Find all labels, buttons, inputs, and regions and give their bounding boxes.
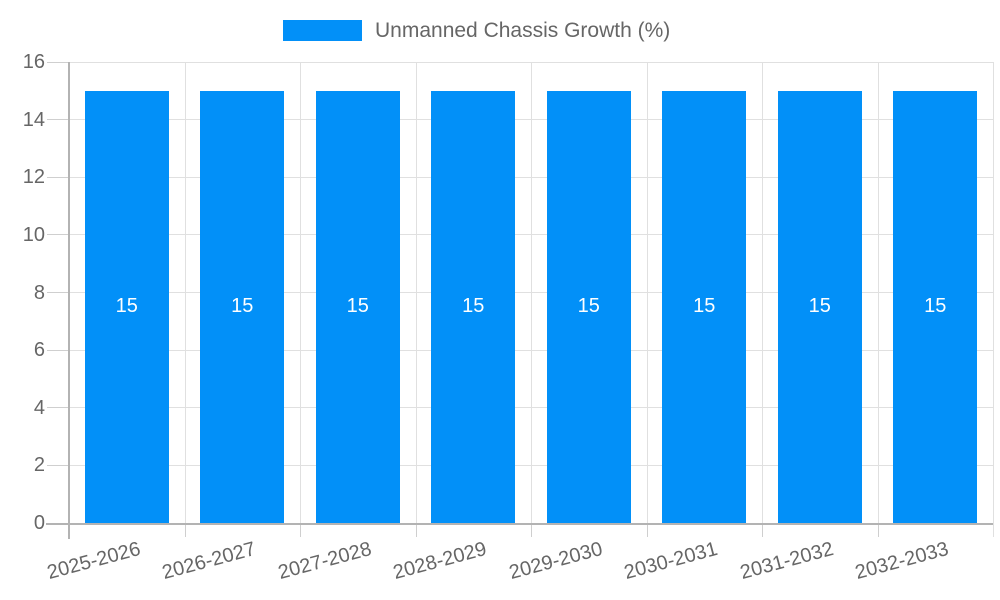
y-tick xyxy=(47,349,69,351)
y-tick xyxy=(47,464,69,466)
x-gridline xyxy=(646,62,648,523)
x-tick xyxy=(762,523,763,537)
x-tick xyxy=(877,523,879,537)
x-tick xyxy=(184,523,186,537)
y-axis-label: 14 xyxy=(22,108,45,131)
chart-legend[interactable]: Unmanned Chassis Growth (%) xyxy=(283,19,670,42)
y-axis-label: 16 xyxy=(22,51,45,73)
x-gridline xyxy=(184,62,186,523)
y-tick xyxy=(47,407,69,409)
y-tick xyxy=(47,176,69,178)
y-axis-line xyxy=(68,62,70,539)
x-gridline xyxy=(300,62,301,523)
x-tick xyxy=(415,523,417,537)
bar-value-label: 15 xyxy=(577,294,600,317)
bar[interactable]: 15 xyxy=(893,90,978,523)
y-tick xyxy=(47,234,69,236)
y-axis-label: 12 xyxy=(22,166,45,189)
x-gridline xyxy=(531,62,532,523)
bar-value-label: 15 xyxy=(808,294,831,317)
x-tick xyxy=(531,523,532,537)
y-axis-label: 2 xyxy=(33,454,45,477)
y-tick xyxy=(47,119,69,121)
y-axis-label: 0 xyxy=(33,512,45,534)
bar-value-label: 15 xyxy=(924,294,947,317)
bar-value-label: 15 xyxy=(462,294,485,317)
bar[interactable]: 15 xyxy=(200,90,285,523)
x-gridline xyxy=(762,62,763,523)
y-tick xyxy=(47,292,69,293)
y-axis-label: 10 xyxy=(22,223,45,246)
bar[interactable]: 15 xyxy=(84,90,169,523)
bar-value-label: 15 xyxy=(346,294,369,317)
x-gridline xyxy=(415,62,417,523)
y-axis-label: 6 xyxy=(33,339,45,362)
legend-swatch xyxy=(283,20,362,41)
bar[interactable]: 15 xyxy=(546,90,631,523)
x-gridline xyxy=(877,62,879,523)
y-axis-label: 8 xyxy=(33,281,45,304)
y-tick xyxy=(47,61,69,63)
bar-value-label: 15 xyxy=(231,294,254,317)
x-axis-line xyxy=(46,523,993,525)
x-tick xyxy=(300,523,301,537)
y-axis-label: 4 xyxy=(33,396,45,419)
bar[interactable]: 15 xyxy=(315,90,400,523)
bar[interactable]: 15 xyxy=(777,90,862,523)
x-gridline xyxy=(993,62,994,537)
bar-value-label: 15 xyxy=(115,294,138,317)
x-tick xyxy=(646,523,648,537)
bar[interactable]: 15 xyxy=(662,90,747,523)
bar[interactable]: 15 xyxy=(431,90,516,523)
legend-label: Unmanned Chassis Growth (%) xyxy=(375,19,671,42)
bar-value-label: 15 xyxy=(693,294,716,317)
